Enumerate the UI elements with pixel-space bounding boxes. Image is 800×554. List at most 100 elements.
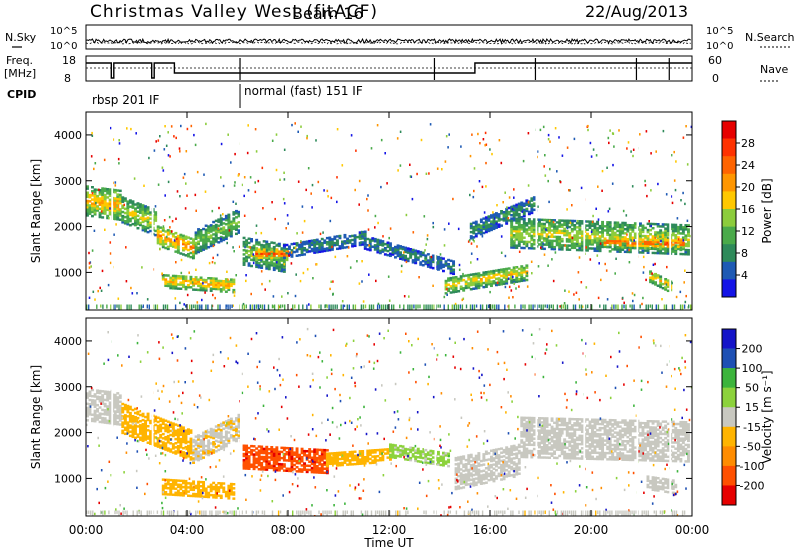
heatmap-cell [449,285,453,288]
heatmap-cell [442,464,445,467]
heatmap-cell [204,289,208,292]
heatmap-cell [265,254,269,257]
heatmap-cell [618,229,622,233]
heatmap-cell [128,407,132,411]
heatmap-cell [176,190,179,193]
heatmap-cell [502,268,506,271]
heatmap-cell [227,486,231,490]
heatmap-cell [270,450,274,453]
heatmap-cell [209,234,213,237]
heatmap-cell [207,445,211,449]
heatmap-cell [146,224,150,228]
heatmap-cell [204,241,208,244]
heatmap-cell [228,218,231,221]
heatmap-cell [621,239,625,243]
heatmap-cell [262,250,266,253]
heatmap-cell [242,257,246,260]
heatmap-cell [277,452,281,456]
heatmap-cell [659,252,663,255]
heatmap-cell [217,490,221,493]
heatmap-cell [580,236,584,240]
heatmap-cell [368,451,372,454]
heatmap-cell [222,228,226,231]
heatmap-cell [633,236,637,240]
heatmap-cell [538,218,541,221]
heatmap-cell [295,451,299,454]
heatmap-cell [399,257,403,260]
heatmap-cell [308,448,312,451]
heatmap-cell [385,304,387,310]
heatmap-cell [420,138,423,142]
heatmap-cell [472,283,476,286]
heatmap-cell [170,125,173,128]
heatmap-cell [222,282,226,285]
heatmap-cell [439,262,443,266]
heatmap-cell [123,199,127,202]
heatmap-cell [522,268,526,272]
heatmap-cell [161,478,165,481]
heatmap-cell [515,205,519,209]
heatmap-cell [164,194,166,197]
heatmap-cell [310,450,314,453]
heatmap-cell [270,256,274,260]
heatmap-cell [260,260,264,263]
heatmap-cell [661,225,665,228]
heatmap-cell [156,441,160,444]
heatmap-cell [118,408,122,412]
heatmap-cell [649,304,651,308]
heatmap-cell [252,459,256,462]
heatmap-cell [146,416,150,420]
heatmap-cell [245,255,249,259]
heatmap-cell [260,252,264,255]
heatmap-cell [88,411,92,414]
heatmap-cell [131,431,135,434]
heatmap-cell [310,241,314,245]
heatmap-cell [322,231,324,234]
freq-axis-left-top: 18 [62,54,76,67]
heatmap-cell [96,397,100,401]
heatmap-cell [131,419,135,422]
heatmap-cell [176,234,180,238]
heatmap-cell [409,448,413,452]
heatmap-cell [483,211,486,214]
heatmap-cell [251,254,253,258]
heatmap-cell [296,232,298,235]
heatmap-cell [250,258,254,262]
heatmap-cell [409,252,413,255]
heatmap-cell [482,459,486,462]
heatmap-cell [467,282,471,285]
heatmap-cell [487,474,491,478]
heatmap-cell [431,266,435,270]
heatmap-cell [641,246,645,250]
heatmap-cell [242,452,246,456]
heatmap-cell [492,473,496,477]
heatmap-cell [279,268,281,271]
heatmap-cell [93,418,97,421]
heatmap-cell [108,202,112,206]
heatmap-cell [171,422,175,425]
heatmap-cell [86,195,89,199]
heatmap-cell [171,487,175,490]
heatmap-cell [214,240,218,243]
heatmap-cell [214,439,218,443]
heatmap-cell [389,443,392,446]
heatmap-cell [169,286,173,290]
heatmap-cell [144,213,148,216]
heatmap-cell [510,225,514,229]
heatmap-cell [300,125,302,128]
heatmap-cell [86,406,89,410]
heatmap-cell [343,459,347,462]
heatmap-cell [237,225,241,228]
heatmap-cell [128,414,132,417]
heatmap-cell [472,236,476,239]
heatmap-cell [207,439,211,442]
heatmap-cell [631,238,635,241]
heatmap-cell [592,148,595,151]
heatmap-cell [540,224,544,228]
heatmap-cell [242,461,246,464]
heatmap-cell [293,451,296,454]
heatmap-cell [647,304,649,310]
heatmap-cell [520,240,524,243]
heatmap-cell [633,304,635,310]
heatmap-cell [91,190,94,193]
